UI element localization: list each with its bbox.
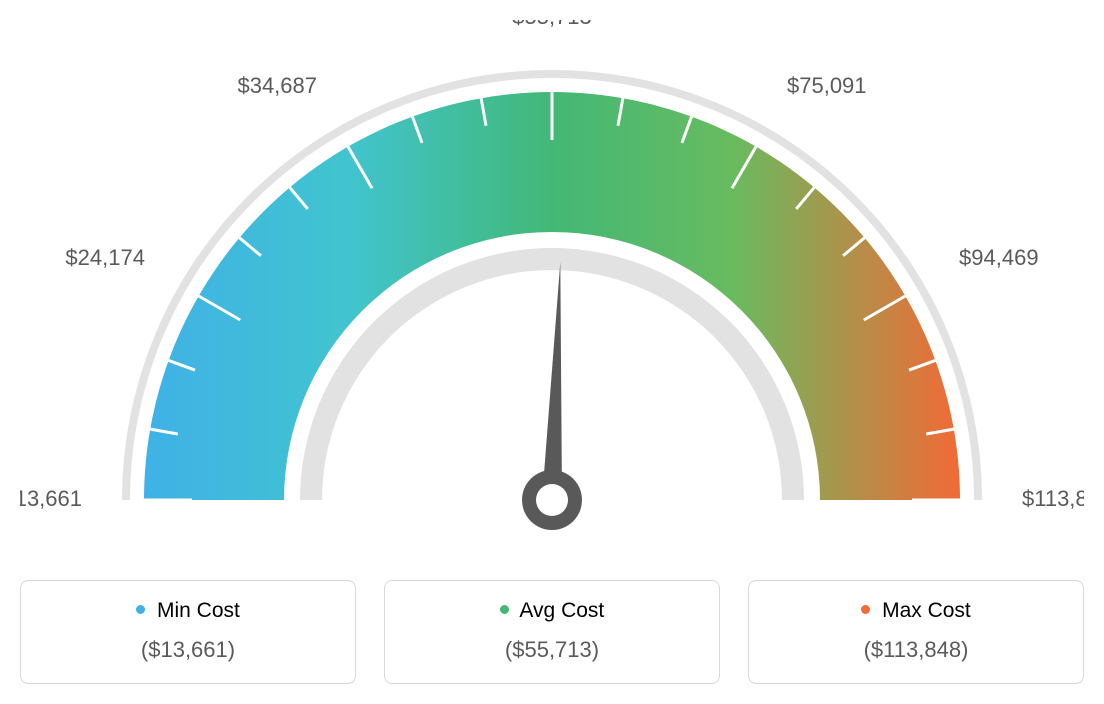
gauge-tick-label: $55,713: [512, 20, 592, 29]
legend-value: ($113,848): [759, 637, 1073, 663]
gauge-tick-label: $94,469: [959, 245, 1039, 270]
legend-card-max: Max Cost ($113,848): [748, 580, 1084, 684]
legend-title-min: Min Cost: [31, 599, 345, 623]
gauge-needle: [542, 262, 562, 500]
legend-card-min: Min Cost ($13,661): [20, 580, 356, 684]
dot-icon: [136, 605, 145, 614]
legend-title-max: Max Cost: [759, 599, 1073, 623]
gauge-tick-label: $24,174: [65, 245, 145, 270]
gauge-tick-label: $75,091: [787, 73, 867, 98]
legend-card-avg: Avg Cost ($55,713): [384, 580, 720, 684]
dot-icon: [500, 605, 509, 614]
cost-gauge: $13,661 $24,174 $34,687 $55,713 $75,091 $94,4…: [20, 20, 1084, 560]
legend-value: ($13,661): [31, 637, 345, 663]
legend-title-avg: Avg Cost: [395, 599, 709, 623]
gauge-svg: $13,661 $24,174 $34,687 $55,713 $75,091 $94,4…: [20, 20, 1084, 560]
gauge-tick-label: $113,848: [1022, 486, 1084, 511]
legend-label: Avg Cost: [519, 599, 604, 622]
dot-icon: [861, 605, 870, 614]
gauge-tick-label: $13,661: [20, 486, 82, 511]
legend-row: Min Cost ($13,661) Avg Cost ($55,713) Ma…: [20, 580, 1084, 684]
gauge-tick-label: $34,687: [237, 73, 317, 98]
legend-label: Min Cost: [157, 599, 240, 622]
legend-value: ($55,713): [395, 637, 709, 663]
legend-label: Max Cost: [882, 599, 971, 622]
